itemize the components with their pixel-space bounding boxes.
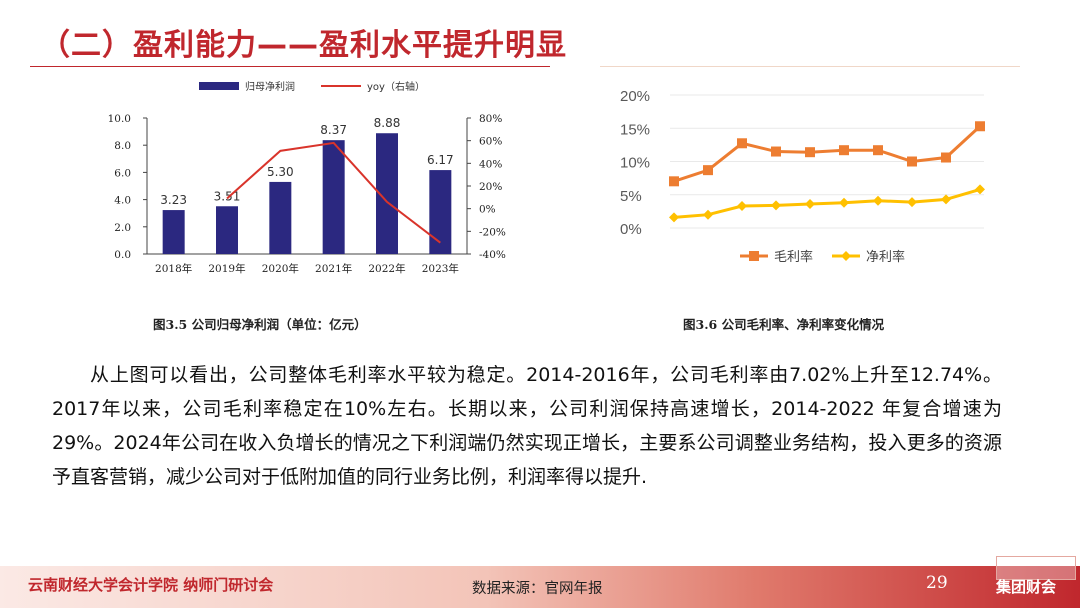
x-tick-label: 2023年 — [422, 262, 459, 275]
y-left-tick-label: 8.0 — [114, 140, 131, 152]
legend-label-line: yoy（右轴） — [367, 80, 425, 93]
page-title: （二）盈利能力——盈利水平提升明显 — [40, 28, 567, 63]
bar — [429, 170, 452, 254]
x-tick-label: 2022年 — [368, 262, 405, 275]
gross-margin-point — [805, 147, 815, 158]
net-margin-point — [771, 200, 781, 211]
y-right-tick-label: -40% — [479, 249, 506, 261]
page-number: 29 — [926, 573, 948, 593]
footer-institution: 云南财经大学会计学院 纳师门研讨会 — [28, 576, 274, 594]
y-left-tick-label: 2.0 — [114, 222, 131, 234]
y-tick-label: 10% — [620, 155, 650, 172]
bar — [216, 206, 238, 254]
gross-margin-point — [669, 176, 679, 187]
y-tick-label: 20% — [620, 88, 650, 105]
bar-data-label: 5.30 — [267, 165, 294, 179]
net-margin-point — [805, 199, 815, 210]
net-margin-point — [669, 212, 679, 223]
caption-margins: 图3.6 公司毛利率、净利率变化情况 — [683, 317, 885, 332]
bar — [376, 133, 398, 254]
gross-margin-point — [771, 146, 781, 157]
y-tick-label: 0% — [620, 221, 642, 238]
net-margin-point — [975, 184, 985, 195]
title-divider — [30, 66, 550, 67]
bar-data-label: 3.23 — [160, 193, 187, 207]
gross-margin-point — [975, 121, 985, 132]
gross-margin-point — [873, 145, 883, 156]
gross-margin-point — [703, 165, 713, 176]
net-margin-point — [737, 201, 747, 212]
net-margin-point — [839, 197, 849, 208]
bar — [322, 140, 345, 254]
y-left-tick-label: 6.0 — [114, 167, 131, 179]
legend-label-gross: 毛利率 — [774, 249, 813, 265]
bar — [162, 210, 185, 254]
net-margin-point — [873, 195, 883, 206]
y-left-tick-label: 10.0 — [108, 113, 131, 125]
gross-margin-point — [839, 145, 849, 156]
x-tick-label: 2021年 — [315, 262, 352, 275]
legend-label-bar: 归母净利润 — [245, 80, 295, 93]
bar — [269, 181, 292, 254]
title-divider-right — [600, 66, 1020, 67]
net-margin-line — [673, 187, 981, 219]
gross-margin-point — [941, 152, 951, 163]
net-margin-point — [907, 197, 917, 208]
gross-margin-line — [673, 125, 982, 183]
footer-source: 数据来源：官网年报 — [472, 581, 603, 597]
x-tick-label: 2019年 — [208, 262, 245, 275]
y-tick-label: 5% — [620, 188, 642, 205]
y-right-tick-label: 40% — [479, 158, 502, 170]
net-margin-point — [703, 209, 713, 220]
yoy-line — [226, 141, 441, 244]
y-tick-label: 15% — [620, 121, 650, 138]
gross-margin-point — [737, 138, 747, 149]
analysis-paragraph: 从上图可以看出，公司整体毛利率水平较为稳定。2014-2016年，公司毛利率由7… — [52, 364, 1002, 488]
legend-label-net: 净利率 — [866, 249, 905, 265]
y-right-tick-label: 80% — [479, 113, 502, 125]
net-margin-point — [941, 194, 951, 205]
bar-data-label: 8.88 — [374, 116, 401, 130]
gross-margin-point — [907, 156, 917, 167]
bar-data-label: 8.37 — [320, 123, 347, 137]
x-tick-label: 2018年 — [155, 262, 192, 275]
legend-marker-gross — [749, 251, 759, 261]
y-right-tick-label: -20% — [479, 226, 506, 238]
bar-data-label: 6.17 — [427, 153, 454, 167]
legend-marker-net — [841, 251, 851, 261]
legend-swatch-bar — [199, 82, 239, 90]
net-profit-chart: 归母净利润 yoy（右轴） 0.0 2.0 4.0 6.0 8.0 10.0 -40% -20% 0… — [108, 80, 506, 275]
y-right-tick-label: 60% — [479, 136, 502, 148]
caption-net-profit: 图3.5 公司归母净利润（单位：亿元） — [153, 317, 367, 332]
y-right-tick-label: 0% — [479, 204, 496, 216]
logo-stamp — [996, 556, 1076, 580]
y-left-tick-label: 4.0 — [114, 195, 131, 207]
margin-chart: 0% 5% 10% 15% 20% 毛利率 净利率 — [620, 88, 985, 265]
footer-bar — [0, 566, 1080, 608]
y-left-tick-label: 0.0 — [114, 249, 131, 261]
footer-brand: 集团财会 — [996, 578, 1057, 596]
y-right-tick-label: 20% — [479, 181, 502, 193]
x-tick-label: 2020年 — [262, 262, 299, 275]
